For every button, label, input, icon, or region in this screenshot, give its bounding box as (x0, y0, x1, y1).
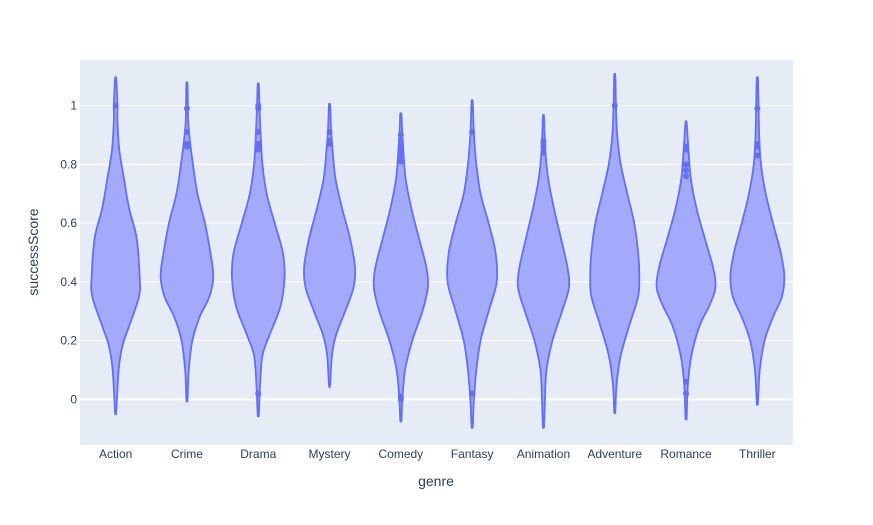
violin-thriller (729, 76, 786, 406)
violin-mystery (302, 102, 357, 388)
violin-drama (230, 82, 286, 418)
y-tick-label: 0.4 (60, 275, 77, 289)
outlier-point (397, 143, 404, 150)
x-axis-ticks: Action Crime Drama Mystery Comedy Fantasy Anim… (99, 447, 776, 461)
outlier-point (469, 129, 476, 136)
violin-adventure (589, 73, 641, 415)
violins (90, 73, 786, 429)
outlier-point (754, 152, 761, 159)
violin-animation (516, 114, 571, 429)
outlier-point (611, 102, 618, 109)
outlier-point (683, 161, 690, 168)
x-tick-label: Action (99, 447, 132, 461)
outlier-point (469, 390, 476, 397)
y-tick-label: 0.2 (60, 334, 77, 348)
outlier-point (183, 105, 190, 112)
outlier-point (255, 129, 262, 136)
outlier-point (255, 140, 262, 147)
x-axis-title: genre (418, 473, 454, 489)
x-tick-label: Drama (240, 447, 276, 461)
outlier-point (683, 143, 690, 150)
outlier-point (683, 173, 690, 180)
x-tick-label: Mystery (309, 447, 351, 461)
violin-crime (159, 81, 215, 403)
y-tick-label: 0 (70, 392, 77, 406)
outlier-point (754, 140, 761, 147)
x-tick-label: Comedy (379, 447, 424, 461)
y-tick-label: 0.8 (60, 157, 77, 171)
outlier-point (397, 155, 404, 162)
x-tick-label: Animation (517, 447, 570, 461)
outlier-point (183, 140, 190, 147)
outlier-point (683, 390, 690, 397)
outlier-point (754, 105, 761, 112)
y-tick-label: 0.6 (60, 216, 77, 230)
outlier-point (255, 390, 262, 397)
y-tick-label: 1 (70, 99, 77, 113)
outlier-point (397, 137, 404, 144)
x-tick-label: Romance (660, 447, 712, 461)
outlier-point (683, 167, 690, 174)
violin-action (90, 76, 142, 416)
y-axis-title: successScore (25, 208, 41, 295)
violin-fantasy (446, 99, 499, 429)
outlier-point (683, 378, 690, 385)
outlier-point (326, 129, 333, 136)
outlier-point (540, 149, 547, 156)
outlier-point (183, 129, 190, 136)
violin-comedy (372, 112, 429, 423)
outlier-point (540, 137, 547, 144)
outlier-point (326, 137, 333, 144)
outlier-point (255, 102, 262, 109)
outlier-point (112, 102, 119, 109)
outlier-point (397, 131, 404, 138)
y-axis-ticks: 0 0.2 0.4 0.6 0.8 1 (60, 99, 77, 407)
x-tick-label: Crime (171, 447, 203, 461)
violin-romance (655, 120, 717, 421)
x-tick-label: Adventure (587, 447, 642, 461)
x-tick-label: Thriller (739, 447, 776, 461)
outlier-point (397, 393, 404, 400)
x-tick-label: Fantasy (451, 447, 494, 461)
